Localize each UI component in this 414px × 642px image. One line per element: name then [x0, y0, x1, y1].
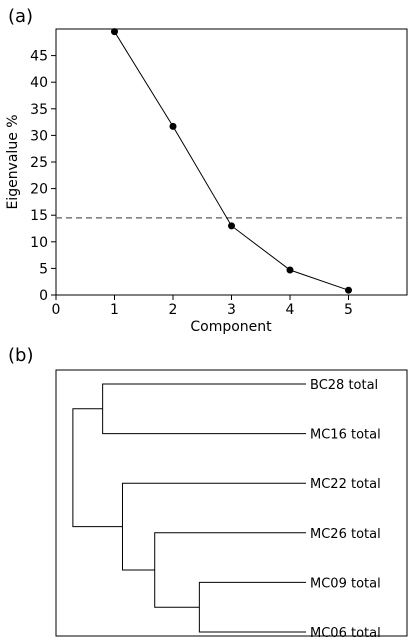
x-axis-title: Component [190, 319, 272, 335]
y-tick-label: 10 [30, 235, 48, 251]
dendrogram-leaf-labels: BC28 total MC16 total MC22 total MC26 total… [310, 378, 381, 641]
leaf-label: BC28 total [310, 378, 378, 393]
panel-a-label: (a) [8, 6, 33, 27]
dendrogram-link [102, 383, 306, 435]
leaf-label: MC22 total [310, 477, 381, 492]
dendrogram-link [154, 532, 306, 608]
dendrogram-link [72, 408, 123, 528]
y-tick-label: 40 [30, 75, 48, 91]
leaf-label: MC26 total [310, 527, 381, 542]
y-tick-label: 35 [30, 102, 48, 118]
eigenvalue-points [111, 28, 352, 294]
x-tick-label: 3 [227, 302, 236, 318]
y-tick-label: 20 [30, 182, 48, 198]
y-tick-label: 0 [39, 288, 48, 304]
leaf-label: MC06 total [310, 626, 381, 641]
panel-b-label: (b) [8, 345, 33, 366]
data-point [169, 122, 177, 130]
y-tick-label: 15 [30, 208, 48, 224]
scree-plot-frame [55, 28, 408, 296]
data-point [286, 266, 294, 274]
x-tick-label: 4 [286, 302, 295, 318]
leaf-label: MC16 total [310, 428, 381, 443]
eigenvalue-series-line [114, 31, 349, 291]
x-tick-label: 2 [169, 302, 178, 318]
dendrogram-links [72, 383, 306, 633]
dendrogram-link [121, 482, 306, 571]
leaf-label: MC09 total [310, 576, 381, 591]
y-tick-label: 25 [30, 155, 48, 171]
dendrogram-link [198, 581, 306, 633]
y-axis-title: Eigenvalue % [5, 114, 21, 209]
y-tick-label: 45 [30, 49, 48, 65]
data-point [111, 28, 118, 36]
x-tick-label: 0 [52, 302, 61, 318]
x-tick-label: 1 [110, 302, 119, 318]
x-axis-ticks: 0 1 2 3 4 5 [52, 295, 353, 318]
data-point [345, 286, 352, 294]
y-tick-label: 30 [30, 128, 48, 144]
y-tick-label: 5 [39, 261, 48, 277]
x-tick-label: 5 [344, 302, 353, 318]
data-point [228, 222, 235, 230]
y-axis-ticks: 0 5 10 15 20 25 30 35 40 45 [30, 49, 56, 304]
dendrogram-frame [55, 369, 408, 637]
